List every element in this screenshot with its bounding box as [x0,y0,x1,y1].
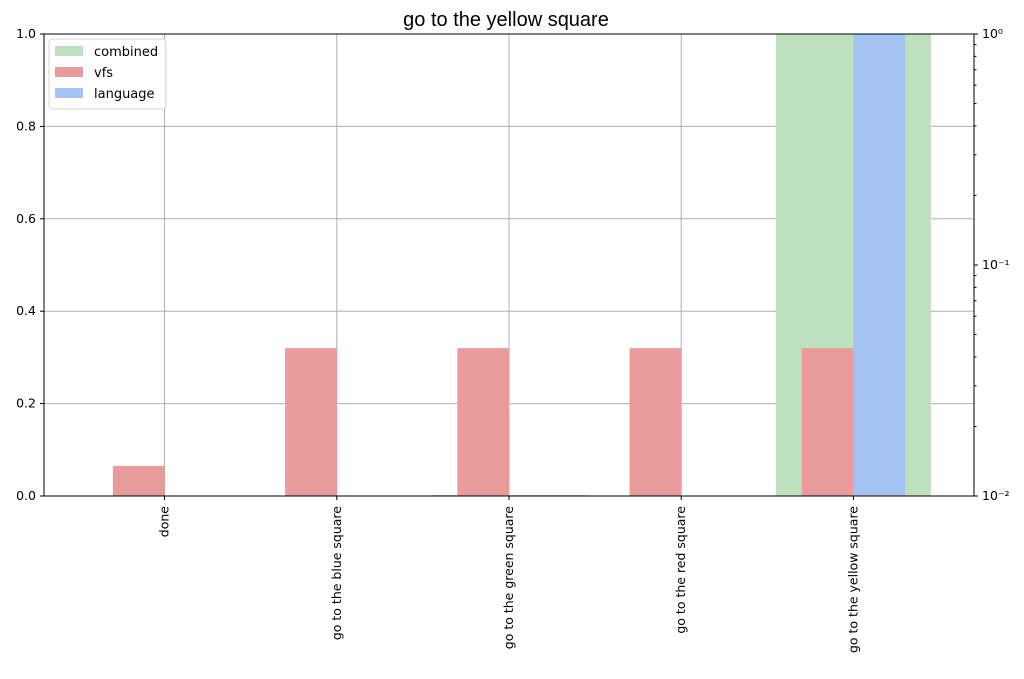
y2-tick-label: 10⁻¹ [982,257,1010,272]
axes: 0.0 0.2 0.4 0.6 0.8 1.0 10⁻² 10⁻¹ 10⁰ done go to t… [16,26,1009,653]
y-tick-label: 0.6 [16,211,36,226]
chart-title: go to the yellow square [403,9,609,31]
legend-swatch-combined [55,46,83,56]
y2-tick-label: 10⁻² [982,488,1010,503]
legend-label-combined: combined [94,45,158,60]
y-tick-label: 0.0 [16,488,36,503]
x-tick-label: go to the blue square [329,506,344,640]
bar-language [853,34,906,496]
bars [112,34,931,496]
y-tick-label: 1.0 [16,26,36,41]
bar-vfs [801,348,854,496]
y-tick-label: 0.4 [16,303,36,318]
bar-vfs [457,348,509,496]
y-tick-label: 0.2 [16,396,36,411]
bar-vfs [629,348,682,496]
bar-vfs [285,348,337,496]
legend: combined vfs language [48,38,167,110]
x-tick-label: go to the yellow square [845,506,860,653]
x-tick-label: done [157,506,172,538]
legend-swatch-language [55,88,83,98]
x-tick-label: go to the red square [673,506,688,634]
y2-tick-label: 10⁰ [982,26,1003,41]
legend-label-language: language [94,87,155,102]
x-tick-label: go to the green square [501,506,516,650]
bar-vfs [112,465,165,496]
legend-swatch-vfs [55,67,83,77]
y-tick-label: 0.8 [16,118,36,133]
legend-label-vfs: vfs [94,66,113,81]
